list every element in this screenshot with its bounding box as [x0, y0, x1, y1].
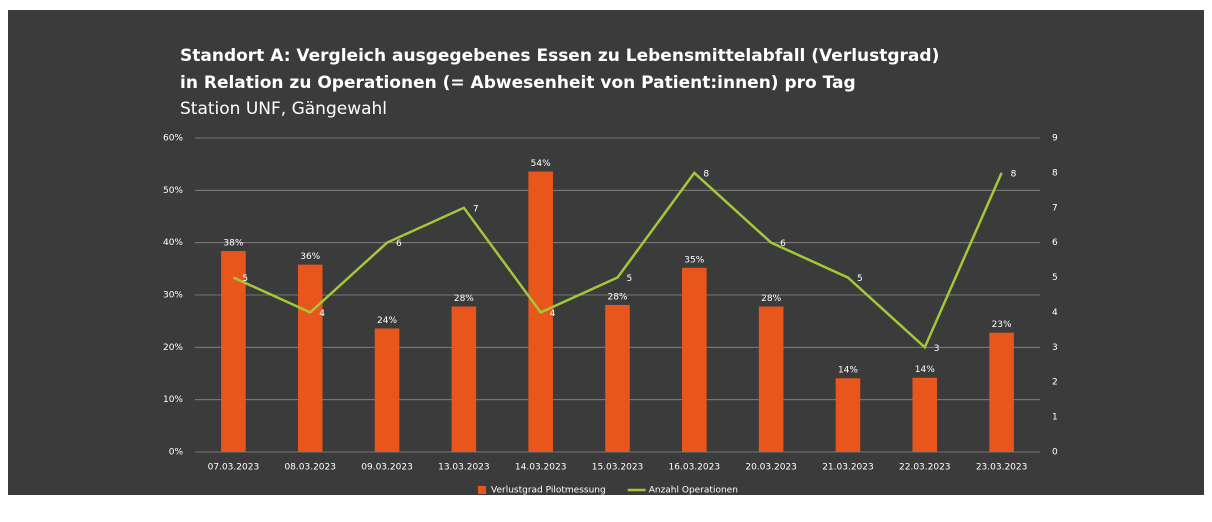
legend-label: Anzahl Operationen — [649, 486, 738, 496]
y2-tick-label: 6 — [1052, 238, 1058, 248]
line-value-label: 4 — [550, 309, 556, 319]
y2-tick-label: 2 — [1052, 378, 1058, 388]
y2-tick-label: 9 — [1052, 134, 1058, 144]
bar-value-label: 28% — [454, 294, 474, 304]
y-tick-label: 20% — [163, 343, 183, 353]
bar — [221, 251, 246, 452]
x-tick-label: 14.03.2023 — [515, 463, 567, 473]
bar — [297, 264, 323, 452]
line-value-label: 6 — [780, 239, 786, 249]
y-tick-label: 0% — [169, 448, 184, 458]
y-tick-label: 10% — [163, 395, 183, 405]
bar-value-label: 14% — [915, 365, 935, 375]
bar-value-label: 36% — [300, 252, 320, 262]
line-value-label: 5 — [857, 274, 863, 284]
bar — [682, 267, 707, 452]
bar — [374, 328, 400, 452]
bar-value-label: 38% — [223, 239, 243, 249]
y2-tick-label: 8 — [1052, 168, 1058, 178]
line-value-label: 4 — [319, 309, 325, 319]
x-tick-label: 08.03.2023 — [284, 463, 336, 473]
legend-label: Verlustgrad Pilotmessung — [491, 486, 606, 496]
x-tick-label: 23.03.2023 — [976, 463, 1028, 473]
line-value-label: 6 — [396, 239, 402, 249]
line-value-label: 3 — [934, 344, 940, 354]
y-tick-label: 30% — [163, 291, 183, 301]
x-tick-label: 09.03.2023 — [361, 463, 413, 473]
bar-value-label: 24% — [377, 316, 397, 326]
y2-tick-label: 3 — [1052, 343, 1058, 353]
y2-tick-label: 7 — [1052, 203, 1058, 213]
y-tick-label: 50% — [163, 186, 183, 196]
line-value-label: 7 — [473, 204, 479, 214]
y2-tick-label: 5 — [1052, 273, 1058, 283]
line-value-label: 5 — [242, 274, 248, 284]
bar-value-label: 23% — [992, 320, 1012, 330]
y-tick-label: 40% — [163, 238, 183, 248]
bar-value-label: 35% — [684, 255, 704, 265]
line-value-label: 8 — [703, 169, 709, 179]
bar — [989, 332, 1014, 452]
line-value-label: 8 — [1011, 169, 1017, 179]
x-tick-label: 16.03.2023 — [669, 463, 721, 473]
bar-value-label: 28% — [761, 294, 781, 304]
line — [232, 171, 1003, 350]
bar-value-label: 54% — [531, 159, 551, 169]
bar-value-label: 28% — [607, 292, 627, 302]
y2-tick-label: 0 — [1052, 448, 1058, 458]
y2-tick-label: 1 — [1052, 413, 1058, 423]
bar — [912, 377, 938, 452]
y-tick-label: 60% — [163, 134, 183, 144]
x-tick-label: 15.03.2023 — [592, 463, 644, 473]
legend-swatch — [478, 486, 486, 494]
x-tick-label: 20.03.2023 — [745, 463, 797, 473]
bar-value-label: 14% — [838, 366, 858, 376]
x-tick-label: 07.03.2023 — [208, 463, 260, 473]
line-value-label: 5 — [627, 274, 633, 284]
x-tick-label: 21.03.2023 — [822, 463, 874, 473]
bar — [605, 304, 630, 452]
chart-subtitle: Station UNF, Gängewahl — [180, 99, 387, 119]
bar — [758, 306, 784, 452]
chart-title-line: in Relation zu Operationen (= Abwesenhei… — [180, 73, 856, 93]
bar — [451, 306, 477, 452]
x-tick-label: 13.03.2023 — [438, 463, 490, 473]
bar — [835, 378, 861, 452]
chart-title: Standort A: Vergleich ausgegebenes Essen… — [180, 46, 939, 66]
y2-tick-label: 4 — [1052, 308, 1058, 318]
x-tick-label: 22.03.2023 — [899, 463, 951, 473]
